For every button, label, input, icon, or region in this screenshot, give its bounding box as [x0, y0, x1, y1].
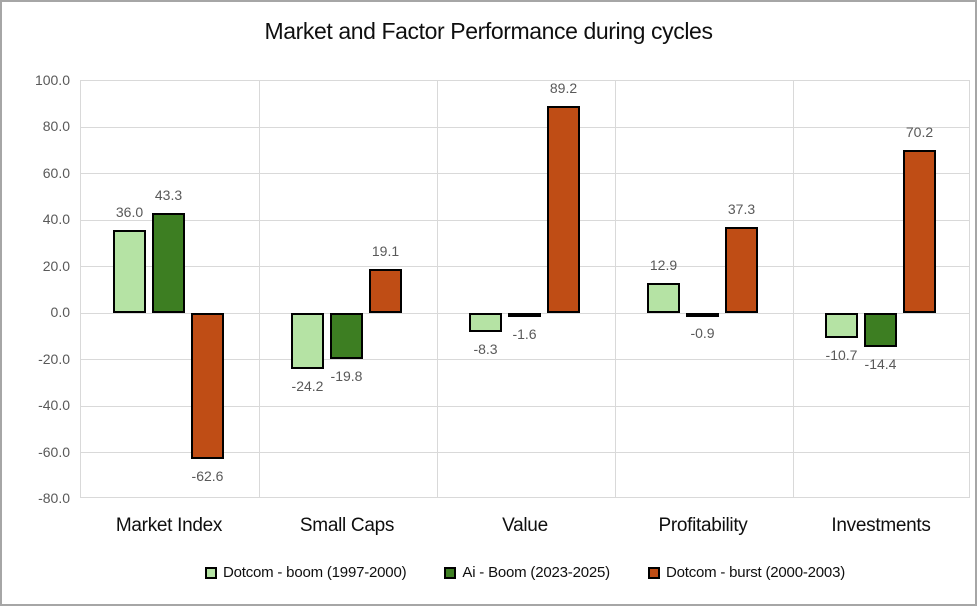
- legend-label: Dotcom - boom (1997-2000): [222, 564, 407, 581]
- y-tick-label: -80.0: [38, 490, 70, 506]
- gridline-horizontal: [81, 126, 969, 128]
- gridline-vertical: [792, 81, 794, 497]
- gridline-horizontal: [81, 452, 969, 454]
- bar-value-s1: [469, 313, 502, 333]
- gridline-vertical: [258, 81, 260, 497]
- bar-small-caps-s1: [291, 313, 324, 370]
- data-label: -10.7: [825, 347, 858, 364]
- plot-area: 36.0 -24.2 -8.3 12.9 -10.7 43.3 -19.8 -1.6 -0.9 -…: [80, 80, 970, 498]
- legend-swatch-icon: [444, 566, 457, 579]
- data-label: 70.2: [905, 124, 934, 141]
- category-label-value: Value: [502, 515, 548, 536]
- category-label-small-caps: Small Caps: [299, 515, 395, 536]
- category-label-profitability: Profitability: [658, 515, 748, 536]
- bar-investments-s3: [903, 150, 936, 314]
- legend-label: Ai - Boom (2023-2025): [462, 564, 610, 581]
- bar-small-caps-s2: [330, 313, 363, 360]
- data-label: -8.3: [473, 341, 498, 358]
- data-label: 19.1: [371, 242, 400, 259]
- gridline-horizontal: [81, 359, 969, 361]
- gridline-horizontal: [81, 219, 969, 221]
- y-tick-label: -60.0: [38, 443, 70, 460]
- bar-value-s2: [508, 313, 541, 318]
- legend-swatch-icon: [647, 566, 660, 579]
- data-label: -0.9: [690, 325, 715, 342]
- bar-market-index-s2: [152, 212, 185, 314]
- bar-profitability-s3: [725, 226, 758, 314]
- bar-small-caps-s3: [369, 268, 402, 314]
- data-label: 43.3: [154, 186, 183, 203]
- bar-investments-s2: [864, 313, 897, 347]
- y-tick-label: 20.0: [42, 257, 70, 274]
- bar-profitability-s2: [686, 313, 719, 318]
- gridline-horizontal: [81, 173, 969, 175]
- data-label: -62.6: [191, 467, 224, 484]
- legend-item: Dotcom - boom (1997-2000): [204, 564, 407, 581]
- gridline-horizontal: [81, 266, 969, 268]
- y-tick-label: 40.0: [42, 211, 70, 228]
- y-tick-label: 100.0: [34, 72, 70, 88]
- chart-title: Market and Factor Performance during cyc…: [264, 18, 713, 44]
- data-label: 37.3: [727, 200, 756, 217]
- legend-item: Ai - Boom (2023-2025): [444, 564, 610, 581]
- legend-label: Dotcom - burst (2000-2003): [665, 564, 846, 581]
- legend-swatch-icon: [204, 566, 217, 579]
- legend: Dotcom - boom (1997-2000) Ai - Boom (2023…: [80, 564, 970, 581]
- data-label: -1.6: [512, 325, 537, 342]
- data-label: 36.0: [115, 203, 144, 220]
- category-label-market-index: Market Index: [115, 515, 223, 536]
- data-label: -14.4: [864, 355, 897, 372]
- gridline-horizontal: [81, 405, 969, 407]
- data-label: -24.2: [291, 378, 324, 395]
- y-tick-label: -40.0: [38, 397, 70, 414]
- gridline-vertical: [436, 81, 438, 497]
- category-label-investments: Investments: [831, 515, 931, 536]
- bar-market-index-s1: [113, 229, 146, 314]
- y-tick-label: -20.0: [38, 350, 70, 367]
- legend-item: Dotcom - burst (2000-2003): [647, 564, 846, 581]
- y-tick-label: 0.0: [50, 304, 70, 321]
- gridline-vertical: [614, 81, 616, 497]
- data-label: 89.2: [549, 80, 578, 97]
- data-label: 12.9: [649, 257, 678, 274]
- y-tick-label: 80.0: [42, 118, 70, 135]
- bar-market-index-s3: [191, 313, 224, 459]
- data-label: -19.8: [330, 368, 363, 385]
- bar-investments-s1: [825, 313, 858, 339]
- bar-profitability-s1: [647, 283, 680, 314]
- y-tick-label: 60.0: [42, 164, 70, 181]
- bar-value-s3: [547, 106, 580, 314]
